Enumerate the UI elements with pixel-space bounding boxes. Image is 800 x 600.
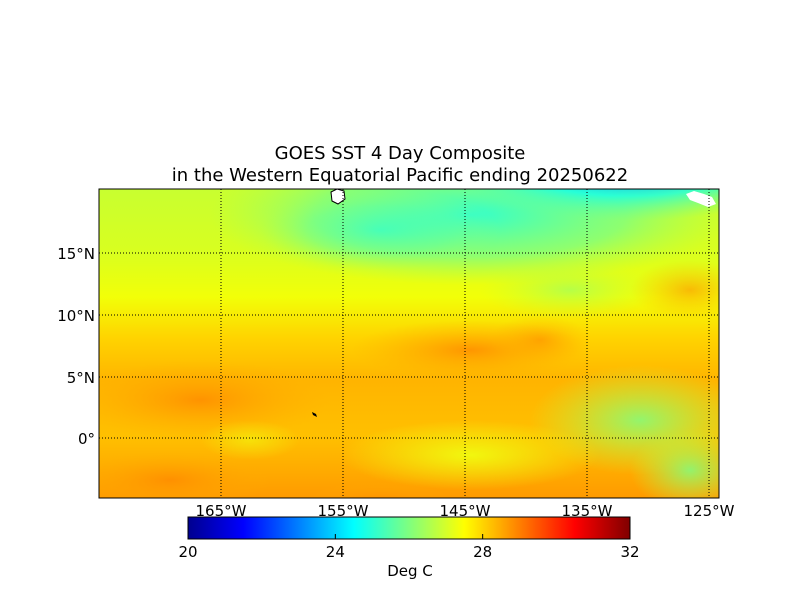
map-title-line2: in the Western Equatorial Pacific ending… <box>171 165 629 186</box>
colorbar-tick-label: 28 <box>473 543 492 561</box>
map-gridlines <box>99 189 719 498</box>
map-frame <box>98 188 720 499</box>
longitude-label: 135°W <box>562 502 613 520</box>
latitude-label: 15°N <box>57 245 95 263</box>
colorbar-ticks: 20 24 28 32 <box>178 534 640 561</box>
small-island <box>312 412 317 417</box>
colorbar-tick-label: 20 <box>178 543 197 561</box>
colorbar-tick-label: 24 <box>326 543 345 561</box>
map-title-line1: GOES SST 4 Day Composite <box>274 143 526 164</box>
longitude-label: 125°W <box>684 502 735 520</box>
latitude-label: 0° <box>78 430 95 448</box>
sst-field <box>99 189 719 498</box>
coastline-land-patch <box>686 191 716 207</box>
latitude-labels: 15°N 10°N 5°N 0° <box>57 245 95 448</box>
longitude-label: 165°W <box>196 502 247 520</box>
longitude-label: 145°W <box>440 502 491 520</box>
colorbar-label: Deg C <box>387 562 433 580</box>
colorbar-tick-label: 32 <box>620 543 639 561</box>
longitude-labels: 165°W 155°W 145°W 135°W 125°W <box>196 502 735 520</box>
colorbar <box>187 516 631 540</box>
longitude-label: 155°W <box>318 502 369 520</box>
latitude-label: 10°N <box>57 307 95 325</box>
latitude-label: 5°N <box>67 369 95 387</box>
